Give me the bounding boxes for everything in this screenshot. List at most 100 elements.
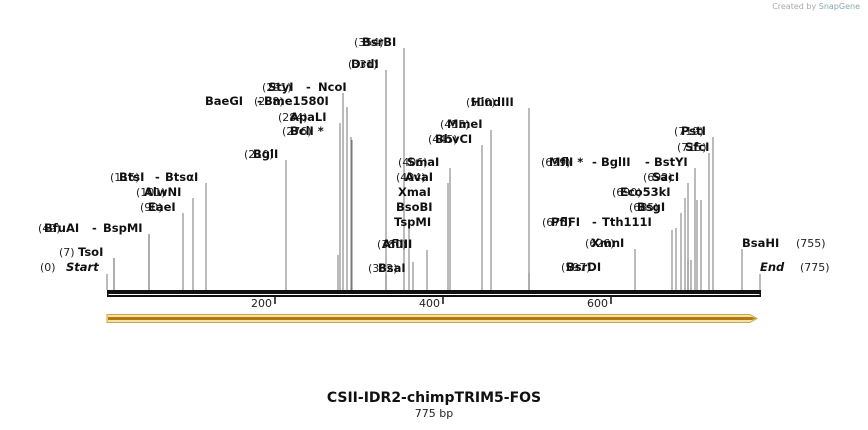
enzyme-name[interactable]: AflIII bbox=[382, 237, 412, 251]
site-4[interactable]: (284)ApaLI bbox=[278, 110, 327, 124]
enzyme-name[interactable]: PstI bbox=[681, 124, 706, 138]
enzyme-name[interactable]: BfuAI bbox=[44, 221, 79, 235]
site-position: (90) bbox=[140, 201, 163, 214]
site-position: (455) bbox=[440, 118, 470, 131]
site-28[interactable]: (675)PflFI Tth111I- bbox=[542, 215, 652, 229]
site-position: (288) bbox=[254, 95, 284, 108]
site-11[interactable]: (7) TsoI bbox=[59, 245, 103, 259]
site-22[interactable]: (719)PstI bbox=[674, 124, 706, 138]
site-position: (692) bbox=[643, 171, 673, 184]
enzyme-name[interactable]: BsoBI bbox=[396, 200, 433, 214]
site-18[interactable]: BsoBI bbox=[396, 200, 433, 214]
site-26[interactable]: (690)Eco53kI bbox=[612, 185, 671, 199]
enzyme-name[interactable]: BstYI bbox=[654, 155, 688, 169]
construct-title: CSII-IDR2-chimpTRIM5-FOS bbox=[326, 390, 542, 406]
site-25[interactable]: (692)SacI bbox=[643, 170, 679, 184]
site-2[interactable]: (291)StyI NcoI- bbox=[262, 80, 347, 94]
enzyme-name[interactable]: BtsI bbox=[119, 170, 144, 184]
site-31[interactable]: (755) BsaHI bbox=[742, 236, 826, 250]
name-separator: - bbox=[306, 80, 311, 94]
enzyme-name[interactable]: PflFI bbox=[551, 215, 580, 229]
enzyme-name[interactable]: BsrBI bbox=[362, 35, 396, 49]
site-position: (284) bbox=[278, 111, 308, 124]
name-separator: - bbox=[92, 221, 97, 235]
enzyme-name[interactable]: NcoI bbox=[318, 80, 347, 94]
enzyme-name[interactable]: AlwNI bbox=[144, 185, 181, 199]
site-position: (755) bbox=[796, 237, 826, 250]
enzyme-name[interactable]: Bme1580I bbox=[264, 94, 329, 108]
snapgene-logo: SnapGene bbox=[818, 2, 860, 11]
enzyme-name[interactable]: XmaI bbox=[398, 185, 431, 199]
enzyme-name[interactable]: BsaHI bbox=[742, 236, 779, 250]
site-8[interactable]: (101)AlwNI bbox=[136, 185, 181, 199]
feature-arrow-core bbox=[108, 317, 756, 320]
enzyme-name[interactable]: BtsαI bbox=[165, 170, 198, 184]
enzyme-name[interactable]: Tth111I bbox=[602, 215, 652, 229]
site-0[interactable]: (354)BsrBI bbox=[354, 35, 396, 49]
site-10[interactable]: (49)BfuAI BspMI- bbox=[38, 221, 143, 235]
site-29[interactable]: (626)XmnI bbox=[585, 236, 624, 250]
enzyme-name[interactable]: BclI * bbox=[290, 124, 324, 138]
site-position: (699) bbox=[541, 156, 571, 169]
end-label: End bbox=[760, 260, 785, 274]
site-17[interactable]: XmaI bbox=[398, 185, 431, 199]
enzyme-name[interactable]: BspMI bbox=[103, 221, 143, 235]
enzyme-name[interactable]: EaeI bbox=[148, 200, 176, 214]
site-position: (500) bbox=[466, 96, 496, 109]
enzyme-name[interactable]: ApaLI bbox=[290, 110, 327, 124]
enzyme-name[interactable]: BglI bbox=[253, 147, 278, 161]
site-7[interactable]: (116)BtsI BtsαI- bbox=[110, 170, 198, 184]
site-19[interactable]: TspMI bbox=[394, 215, 431, 229]
enzyme-name[interactable]: SacI bbox=[652, 170, 679, 184]
enzyme-name[interactable]: StyI bbox=[268, 80, 294, 94]
site-9[interactable]: (90)EaeI bbox=[140, 200, 176, 214]
enzyme-name[interactable]: BsaI bbox=[378, 261, 406, 275]
site-labels: (354)BsrBI(331)DrdI(291)StyI NcoI-(288)Ba… bbox=[38, 35, 830, 275]
enzyme-name[interactable]: MmeI bbox=[447, 117, 483, 131]
enzyme-name[interactable]: TspMI bbox=[394, 215, 431, 229]
site-13[interactable]: (455)MmeI bbox=[440, 117, 483, 131]
site-position: (626) bbox=[585, 237, 615, 250]
enzyme-name[interactable]: SfcI bbox=[685, 140, 709, 154]
site-position: (445) bbox=[428, 133, 458, 146]
site-1[interactable]: (331)DrdI bbox=[348, 57, 379, 71]
enzyme-name[interactable]: HindIII bbox=[471, 95, 514, 109]
site-30[interactable]: (597)BsrDI bbox=[561, 260, 601, 274]
scale-tick-label: 600 bbox=[587, 297, 608, 310]
enzyme-name[interactable]: BaeGI bbox=[205, 94, 243, 108]
site-position: (685) bbox=[629, 201, 659, 214]
site-position: (7) bbox=[59, 246, 75, 259]
enzyme-name[interactable]: BbvCI bbox=[435, 132, 472, 146]
site-3[interactable]: (288) BaeGI Bme1580I- bbox=[205, 94, 329, 108]
site-6[interactable]: (210)BglI bbox=[244, 147, 278, 161]
site-23[interactable]: (715)SfcI bbox=[677, 140, 709, 154]
site-14[interactable]: (445)BbvCI bbox=[428, 132, 472, 146]
site-20[interactable]: (380)AflIII bbox=[377, 237, 412, 251]
construct-length: 775 bp bbox=[414, 407, 454, 420]
site-5[interactable]: (276)BclI * bbox=[282, 124, 324, 138]
enzyme-name[interactable]: DrdI bbox=[351, 57, 379, 71]
enzyme-name[interactable]: TsoI bbox=[78, 245, 103, 259]
enzyme-name[interactable]: MflI * bbox=[549, 155, 583, 169]
site-15[interactable]: (406)SmaI bbox=[398, 155, 439, 169]
start-label: Start bbox=[66, 260, 99, 274]
site-position: (116) bbox=[110, 171, 140, 184]
scale-tick-label: 400 bbox=[419, 297, 440, 310]
enzyme-name[interactable]: AvaI bbox=[405, 170, 433, 184]
site-24[interactable]: (699)MflI * BglII BstYI- - bbox=[541, 155, 688, 169]
enzyme-name[interactable]: SmaI bbox=[407, 155, 439, 169]
site-16[interactable]: (404)AvaI bbox=[396, 170, 433, 184]
enzyme-name[interactable]: BglII bbox=[601, 155, 631, 169]
site-27[interactable]: (685)BsgI bbox=[629, 200, 665, 214]
enzyme-name[interactable]: BsrDI bbox=[566, 260, 601, 274]
enzyme-name[interactable]: BsgI bbox=[637, 200, 665, 214]
start-marker: (0) Start bbox=[40, 260, 99, 274]
enzyme-name[interactable]: XmnI bbox=[591, 236, 624, 250]
name-separator: - bbox=[592, 215, 597, 229]
enzyme-name[interactable]: Eco53kI bbox=[620, 185, 671, 199]
site-21[interactable]: (362)BsaI bbox=[368, 261, 406, 275]
site-12[interactable]: (500)HindIII bbox=[466, 95, 514, 109]
site-position: (210) bbox=[244, 148, 274, 161]
name-separator: - bbox=[257, 94, 262, 108]
